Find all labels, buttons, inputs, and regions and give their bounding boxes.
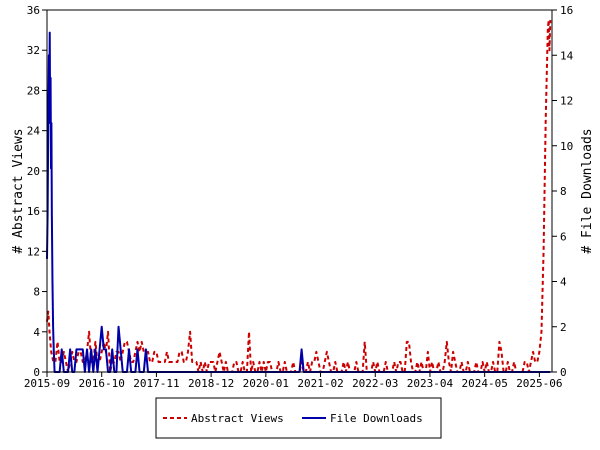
legend-label-file-downloads: File Downloads	[330, 412, 423, 425]
left-tick-label: 4	[33, 326, 40, 339]
x-tick-label: 2017-11	[133, 377, 179, 390]
right-tick-label: 4	[560, 276, 567, 289]
right-tick-label: 12	[560, 95, 573, 108]
right-tick-label: 14	[560, 49, 574, 62]
right-tick-label: 6	[560, 230, 567, 243]
x-tick-label: 2016-10	[79, 377, 125, 390]
right-axis-ticks: 0 2 4 6 8 10 12 14 16	[552, 4, 574, 379]
right-tick-label: 8	[560, 185, 567, 198]
left-tick-label: 32	[27, 44, 40, 57]
x-tick-label: 2015-09	[24, 377, 70, 390]
x-tick-label: 2024-05	[461, 377, 507, 390]
left-tick-label: 16	[27, 205, 40, 218]
left-axis-label: # Abstract Views	[11, 128, 26, 253]
legend-label-abstract-views: Abstract Views	[191, 412, 284, 425]
left-tick-label: 8	[33, 286, 40, 299]
right-tick-label: 0	[560, 366, 567, 379]
left-tick-label: 20	[27, 165, 40, 178]
right-tick-label: 10	[560, 140, 573, 153]
x-tick-label: 2020-01	[243, 377, 289, 390]
x-tick-label: 2018-12	[188, 377, 234, 390]
legend: Abstract Views File Downloads	[155, 397, 442, 439]
legend-box	[155, 397, 442, 439]
left-tick-label: 0	[33, 366, 40, 379]
x-tick-label: 2022-03	[352, 377, 398, 390]
x-tick-label: 2023-04	[407, 377, 454, 390]
left-axis-ticks: 0 4 8 12 16 20 24 28 32 36	[27, 4, 47, 379]
right-tick-label: 16	[560, 4, 573, 17]
right-tick-label: 2	[560, 321, 567, 334]
left-tick-label: 36	[27, 4, 40, 17]
x-tick-label: 2025-06	[516, 377, 562, 390]
x-axis-ticks: 2015-09 2016-10 2017-11 2018-12 2020-01 2021-…	[24, 372, 563, 390]
left-tick-label: 12	[27, 245, 40, 258]
right-axis-label: # File Downloads	[580, 128, 595, 253]
left-tick-label: 24	[27, 125, 41, 138]
x-tick-label: 2021-02	[297, 377, 343, 390]
left-tick-label: 28	[27, 84, 40, 97]
series-line-abstract-views	[46, 19, 552, 373]
